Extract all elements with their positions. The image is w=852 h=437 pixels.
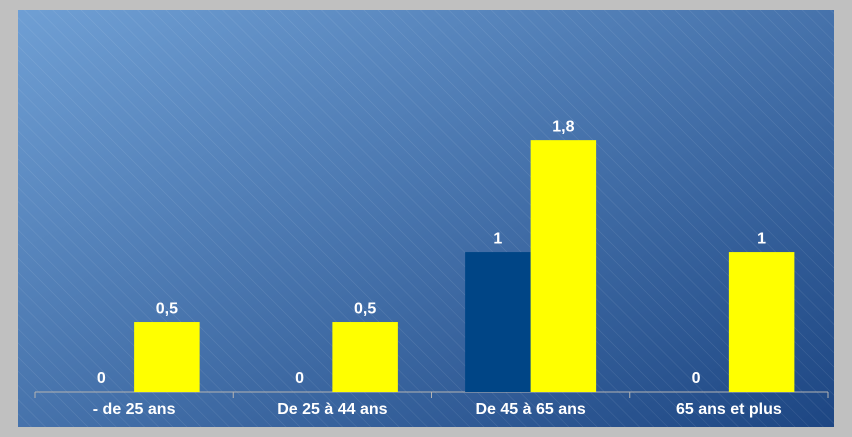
- data-label: 0: [97, 370, 106, 387]
- data-label: 1: [757, 230, 766, 247]
- data-label: 0: [295, 370, 304, 387]
- x-tick-label: 65 ans et plus: [676, 401, 782, 418]
- bar: [332, 322, 398, 392]
- data-label: 0,5: [156, 300, 178, 317]
- data-label: 0: [692, 370, 701, 387]
- bar: [465, 252, 531, 392]
- x-tick-label: - de 25 ans: [93, 401, 176, 418]
- bar: [134, 322, 200, 392]
- data-label: 1: [493, 230, 502, 247]
- x-tick-label: De 25 à 44 ans: [277, 401, 387, 418]
- data-label: 1,8: [552, 118, 574, 135]
- data-label: 0,5: [354, 300, 376, 317]
- bar: [728, 252, 795, 392]
- x-tick-label: De 45 à 65 ans: [475, 401, 585, 418]
- bar: [530, 140, 597, 392]
